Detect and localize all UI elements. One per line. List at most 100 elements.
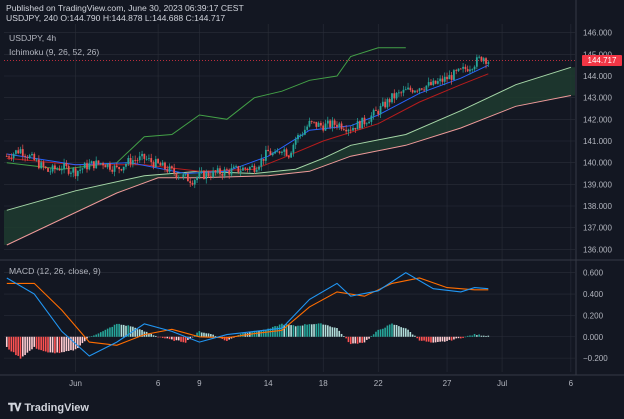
candle-body	[469, 69, 471, 72]
candle-body	[111, 169, 114, 172]
candle-body	[331, 120, 334, 128]
candle-body	[237, 166, 240, 173]
macd-histogram-bar	[88, 336, 91, 338]
price-tick-label: 141.000	[583, 137, 612, 146]
macd-histogram-bar	[294, 326, 297, 337]
candle-body	[56, 168, 59, 170]
candle-body	[244, 167, 247, 169]
candle-body	[274, 151, 276, 154]
candle-body	[161, 162, 164, 166]
candle-body	[340, 123, 343, 130]
candle-body	[397, 92, 400, 94]
candle-body	[63, 163, 65, 170]
candle-body	[294, 139, 297, 145]
time-tick-label: 14	[264, 379, 273, 388]
macd-histogram-bar	[347, 336, 350, 343]
price-tick-label: 137.000	[583, 224, 612, 233]
macd-histogram-bar	[49, 336, 52, 353]
macd-histogram-bar	[184, 336, 187, 343]
macd-histogram-bar	[409, 331, 412, 337]
macd-histogram-bar	[423, 336, 425, 341]
candle-body	[384, 101, 387, 108]
candle-body	[136, 160, 139, 161]
candle-body	[168, 166, 171, 172]
macd-histogram-bar	[102, 331, 104, 337]
macd-signal-line	[6, 277, 489, 346]
candle-body	[127, 157, 130, 164]
close-label: C:144.717	[185, 13, 226, 23]
macd-histogram-bar	[177, 336, 180, 341]
macd-histogram-bar	[226, 336, 228, 341]
candle-body	[221, 174, 224, 176]
macd-histogram-bar	[40, 336, 42, 351]
macd-histogram-bar	[120, 324, 123, 337]
candle-body	[347, 129, 350, 132]
macd-histogram-bar	[267, 328, 269, 337]
macd-histogram-bar	[313, 324, 315, 337]
macd-histogram-bar	[395, 324, 398, 337]
macd-histogram-bar	[38, 336, 40, 350]
candle-body	[33, 153, 36, 161]
time-tick-label: 27	[443, 379, 452, 388]
macd-histogram-bar	[372, 334, 375, 337]
candle-body	[283, 149, 286, 152]
macd-histogram-bar	[430, 336, 432, 343]
macd-histogram-bar	[134, 327, 136, 337]
candle-body	[44, 166, 47, 169]
macd-histogram-bar	[210, 334, 212, 337]
candle-body	[12, 153, 15, 159]
macd-histogram-bar	[148, 333, 150, 337]
ichimoku-span-b	[6, 95, 571, 246]
candle-body	[90, 161, 93, 164]
candle-body	[60, 169, 63, 171]
candle-body	[448, 75, 451, 80]
candle-body	[278, 151, 281, 153]
macd-histogram-bar	[421, 336, 423, 341]
macd-line	[6, 272, 489, 357]
candle-body	[450, 75, 453, 80]
candle-body	[42, 162, 45, 167]
candle-body	[258, 166, 260, 170]
candle-body	[473, 66, 476, 70]
macd-histogram-bar	[388, 324, 391, 337]
macd-histogram-bar	[482, 335, 485, 337]
candle-body	[324, 123, 327, 131]
macd-histogram-bar	[42, 336, 45, 352]
candle-body	[297, 134, 299, 140]
candle-body	[216, 168, 219, 173]
candle-body	[95, 160, 98, 169]
macd-histogram-bar	[164, 336, 166, 339]
macd-histogram-bar	[182, 336, 185, 343]
candle-body	[276, 151, 279, 153]
candle-body	[308, 120, 311, 127]
candle-body	[72, 168, 75, 173]
candle-body	[17, 150, 20, 154]
macd-histogram-bar	[207, 333, 210, 337]
candle-body	[271, 153, 274, 156]
candle-body	[54, 165, 56, 170]
candle-body	[434, 80, 437, 84]
candle-body	[65, 163, 68, 167]
candle-body	[152, 162, 155, 168]
candle-body	[262, 158, 265, 161]
candle-body	[338, 123, 341, 127]
candle-body	[76, 170, 79, 177]
macd-histogram-bar	[441, 336, 444, 342]
macd-histogram-bar	[51, 336, 54, 353]
candle-body	[322, 125, 325, 131]
candle-body	[471, 69, 474, 71]
time-tick-label: 18	[319, 379, 328, 388]
candle-body	[409, 87, 412, 91]
macd-histogram-bar	[443, 336, 446, 342]
macd-histogram-bar	[359, 336, 361, 343]
macd-histogram-bar	[462, 336, 464, 338]
macd-histogram-bar	[95, 334, 97, 337]
time-tick-label: 9	[197, 379, 202, 388]
macd-histogram-bar	[58, 336, 61, 354]
macd-histogram-bar	[384, 327, 386, 337]
candle-body	[148, 158, 150, 159]
candle-body	[230, 168, 233, 175]
candle-body	[320, 122, 322, 126]
macd-histogram-bar	[70, 336, 72, 351]
macd-histogram-bar	[370, 335, 373, 337]
